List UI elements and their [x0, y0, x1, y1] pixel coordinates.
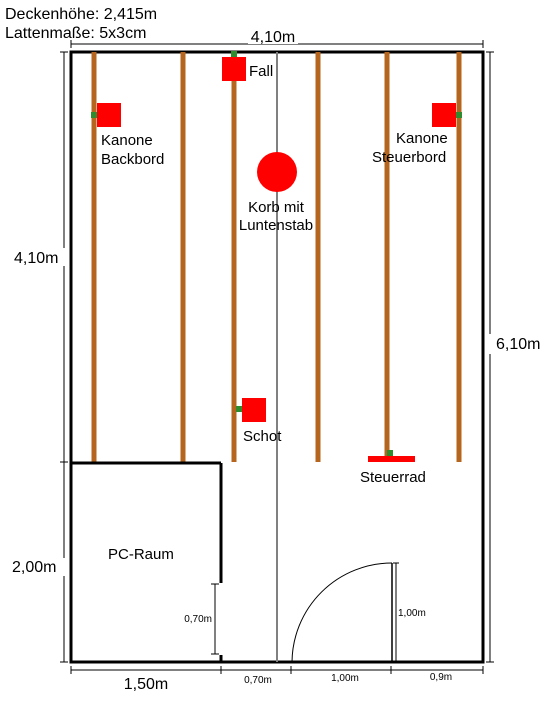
- wheel-label: Steuerrad: [360, 469, 426, 486]
- door-dimension-label: 1,00m: [398, 608, 426, 619]
- pc-opening-label: 0,70m: [184, 614, 212, 625]
- schot-label: Schot: [243, 428, 282, 445]
- schot-attachment: [236, 406, 242, 412]
- cannon-port-attachment: [91, 112, 97, 118]
- cannon-starboard-block: [432, 103, 456, 127]
- basket-circle: [257, 152, 297, 192]
- left-lower-label-bg: [10, 558, 68, 576]
- cannon-starboard-label-line1: Kanone: [396, 130, 448, 147]
- top-dimension-label-bg: [248, 28, 298, 44]
- left-upper-label-bg: [10, 248, 68, 266]
- pc-room-label: PC-Raum: [108, 546, 174, 563]
- cannon-port-label-line2: Backbord: [101, 151, 164, 168]
- cannon-starboard-label-line2: Steuerbord: [372, 149, 446, 166]
- left-lower-dimension-label: 2,00m: [12, 559, 56, 576]
- fall-label: Fall: [249, 63, 273, 80]
- cannon-port-block: [97, 103, 121, 127]
- ceiling-height-label: Deckenhöhe: 2,415m: [5, 6, 157, 23]
- left-upper-dimension-label: 4,10m: [14, 250, 58, 267]
- wheel-bar: [368, 456, 415, 462]
- bottom-door-dimension-label: 1,00m: [331, 673, 359, 684]
- batten-size-label: Lattenmaße: 5x3cm: [5, 25, 146, 42]
- basket-label-line1: Korb mit: [248, 199, 305, 216]
- bottom-gap-dimension-label: 0,70m: [244, 675, 272, 686]
- top-dimension-label: 4,10m: [251, 29, 295, 46]
- right-dimension-label: 6,10m: [496, 336, 540, 353]
- cannon-starboard-attachment: [456, 112, 462, 118]
- fall-block: [222, 57, 246, 81]
- bottom-right-dimension-label: 0,9m: [430, 672, 452, 683]
- fall-attachment: [231, 51, 237, 57]
- right-label-bg: [486, 334, 548, 354]
- schot-block: [242, 398, 266, 422]
- cannon-port-label-line1: Kanone: [101, 132, 153, 149]
- bottom-pc-dimension-label: 1,50m: [124, 676, 168, 693]
- basket-label-line2: Luntenstab: [239, 217, 313, 234]
- door-swing-arc: [291, 562, 393, 663]
- wheel-attachment: [387, 450, 393, 456]
